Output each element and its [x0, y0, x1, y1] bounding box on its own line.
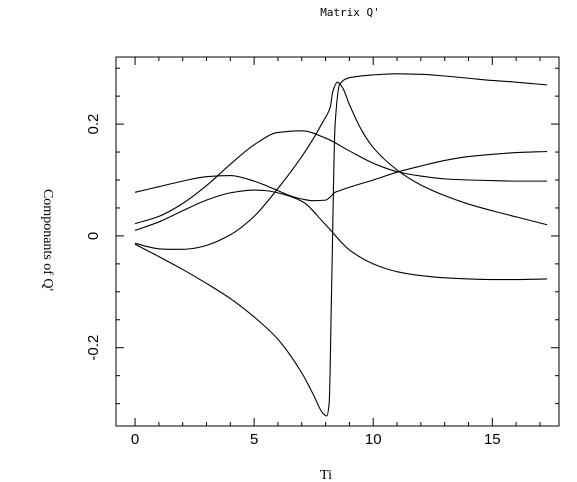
y-axis-label: Componants of Q' [40, 189, 55, 291]
y-tick-label: 0 [85, 232, 102, 240]
axis-ticks [116, 57, 559, 426]
x-tick-label: 5 [250, 431, 258, 448]
series-line-1 [134, 150, 548, 202]
x-tick-label: 10 [365, 431, 382, 448]
series-line-4 [134, 81, 548, 250]
series-line-2 [134, 130, 548, 225]
x-tick-label: 15 [484, 431, 501, 448]
plot-frame [115, 56, 560, 427]
axis-tick-labels: 0 5 10 15 -0.2 0 0.2 [85, 114, 501, 448]
series-line-3 [134, 189, 548, 281]
y-tick-label: -0.2 [85, 335, 102, 361]
x-tick-label: 0 [131, 431, 139, 448]
plot-curves [134, 73, 548, 417]
series-line-5 [134, 73, 548, 417]
x-axis-label: Ti [320, 468, 332, 482]
y-tick-label: 0.2 [85, 114, 102, 135]
chart-title: Matrix Q' [320, 6, 380, 19]
